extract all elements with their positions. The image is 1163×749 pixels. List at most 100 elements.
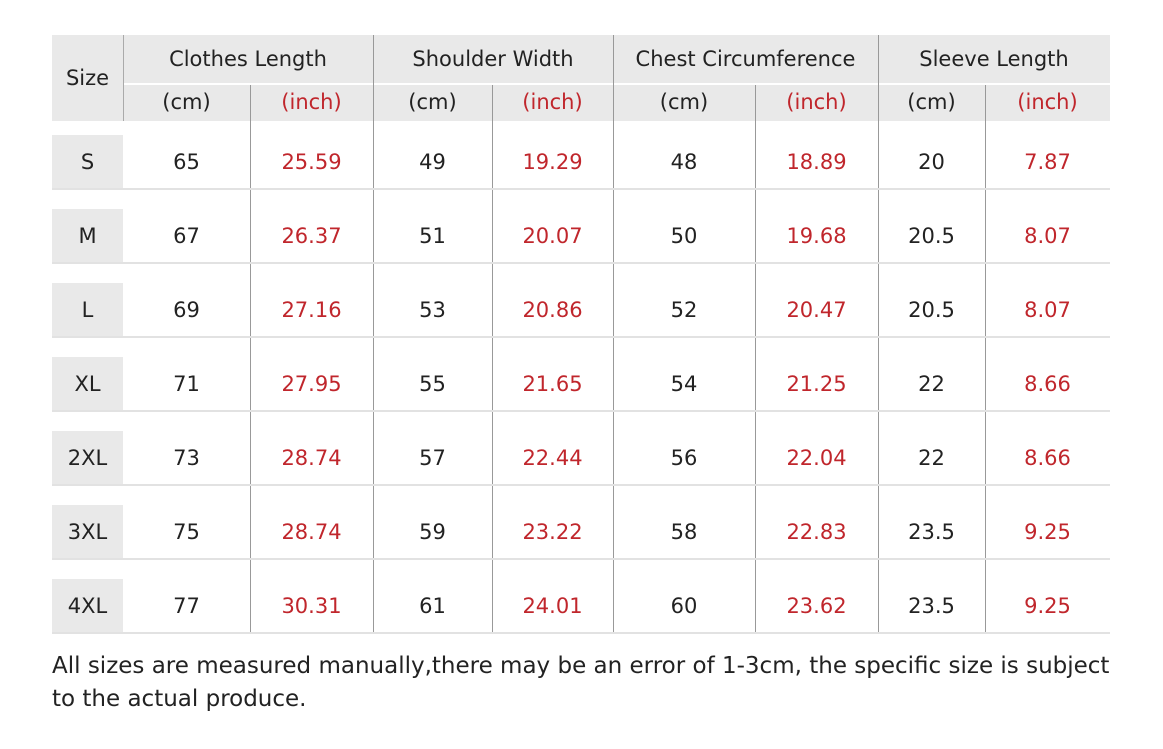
value-cell: 49 [419, 149, 446, 174]
value-cell: 58 [670, 519, 698, 544]
size-cell-bg [52, 431, 123, 484]
row-line [52, 188, 1110, 190]
group-header: Sleeve Length [919, 47, 1069, 71]
value-cell: 67 [173, 223, 200, 248]
row-line [52, 336, 1110, 338]
v-line [492, 85, 493, 633]
footnote: All sizes are measured manually,there ma… [52, 653, 1110, 712]
v-line [250, 85, 251, 633]
size-cell-bg [52, 135, 123, 188]
unit-header: (cm) [408, 90, 457, 114]
value-cell: 75 [173, 519, 200, 544]
value-cell: 56 [670, 445, 698, 470]
value-cell: 23.62 [786, 593, 847, 618]
value-cell: 22.04 [786, 445, 847, 470]
value-cell: 28.74 [281, 519, 342, 544]
group-header: Shoulder Width [412, 47, 574, 71]
value-cell: 9.25 [1024, 519, 1071, 544]
v-line [373, 35, 374, 633]
value-cell: 23.5 [908, 593, 955, 618]
value-cell: 8.66 [1024, 371, 1071, 396]
size-cell: L [81, 297, 94, 322]
value-cell: 18.89 [786, 149, 847, 174]
value-cell: 8.07 [1024, 297, 1071, 322]
value-cell: 52 [670, 297, 698, 322]
value-cell: 26.37 [281, 223, 342, 248]
size-cell: 2XL [67, 445, 108, 470]
row-line [52, 632, 1110, 634]
size-cell-bg [52, 579, 123, 632]
row-line [52, 484, 1110, 486]
value-cell: 9.25 [1024, 593, 1071, 618]
value-cell: 20 [918, 149, 945, 174]
size-cell-bg [52, 505, 123, 558]
value-cell: 20.5 [908, 223, 955, 248]
row-line [52, 558, 1110, 560]
value-cell: 65 [173, 149, 200, 174]
value-cell: 27.95 [281, 371, 342, 396]
value-cell: 20.5 [908, 297, 955, 322]
value-cell: 61 [419, 593, 446, 618]
value-cell: 8.66 [1024, 445, 1071, 470]
value-cell: 23.22 [522, 519, 583, 544]
row-line [52, 262, 1110, 264]
value-cell: 55 [419, 371, 446, 396]
value-cell: 21.65 [522, 371, 583, 396]
value-cell: 20.47 [786, 297, 847, 322]
value-cell: 50 [670, 223, 698, 248]
size-cell: 3XL [67, 519, 108, 544]
header-bg [52, 35, 1110, 121]
value-cell: 71 [173, 371, 200, 396]
unit-header: (cm) [659, 90, 709, 114]
value-cell: 21.25 [786, 371, 847, 396]
value-cell: 59 [419, 519, 446, 544]
header-divider [123, 83, 1110, 85]
unit-header: (cm) [162, 90, 211, 114]
size-cell-bg [52, 283, 123, 336]
value-cell: 30.31 [281, 593, 342, 618]
value-cell: 19.29 [522, 149, 583, 174]
unit-header: (inch) [1017, 90, 1078, 114]
v-line [613, 35, 614, 633]
value-cell: 25.59 [281, 149, 342, 174]
size-cell: M [78, 223, 97, 248]
v-line [755, 85, 756, 633]
value-cell: 24.01 [522, 593, 583, 618]
unit-header: (inch) [522, 90, 583, 114]
value-cell: 69 [173, 297, 200, 322]
group-header: Clothes Length [169, 47, 327, 71]
size-cell-bg [52, 209, 123, 262]
row-line [52, 410, 1110, 412]
value-cell: 22 [918, 371, 945, 396]
unit-header: (cm) [907, 90, 956, 114]
value-cell: 73 [173, 445, 200, 470]
unit-header: (inch) [786, 90, 847, 114]
size-cell: S [80, 149, 95, 174]
value-cell: 20.07 [522, 223, 583, 248]
value-cell: 22 [918, 445, 945, 470]
size-cell-bg [52, 357, 123, 410]
group-header: Chest Circumference [635, 47, 856, 71]
value-cell: 77 [173, 593, 200, 618]
value-cell: 20.86 [522, 297, 583, 322]
size-cell: 4XL [67, 593, 108, 618]
value-cell: 57 [419, 445, 446, 470]
value-cell: 53 [419, 297, 446, 322]
value-cell: 28.74 [281, 445, 342, 470]
value-cell: 54 [670, 371, 698, 396]
value-cell: 22.44 [522, 445, 583, 470]
value-cell: 51 [419, 223, 446, 248]
value-cell: 7.87 [1024, 149, 1071, 174]
value-cell: 27.16 [281, 297, 342, 322]
value-cell: 8.07 [1024, 223, 1071, 248]
size-cell: XL [74, 371, 101, 396]
unit-header: (inch) [281, 90, 342, 114]
v-line [985, 85, 986, 633]
v-line [123, 35, 124, 121]
value-cell: 22.83 [786, 519, 847, 544]
value-cell: 60 [670, 593, 698, 618]
size-header: Size [65, 66, 110, 90]
value-cell: 19.68 [786, 223, 847, 248]
v-line [878, 35, 879, 633]
